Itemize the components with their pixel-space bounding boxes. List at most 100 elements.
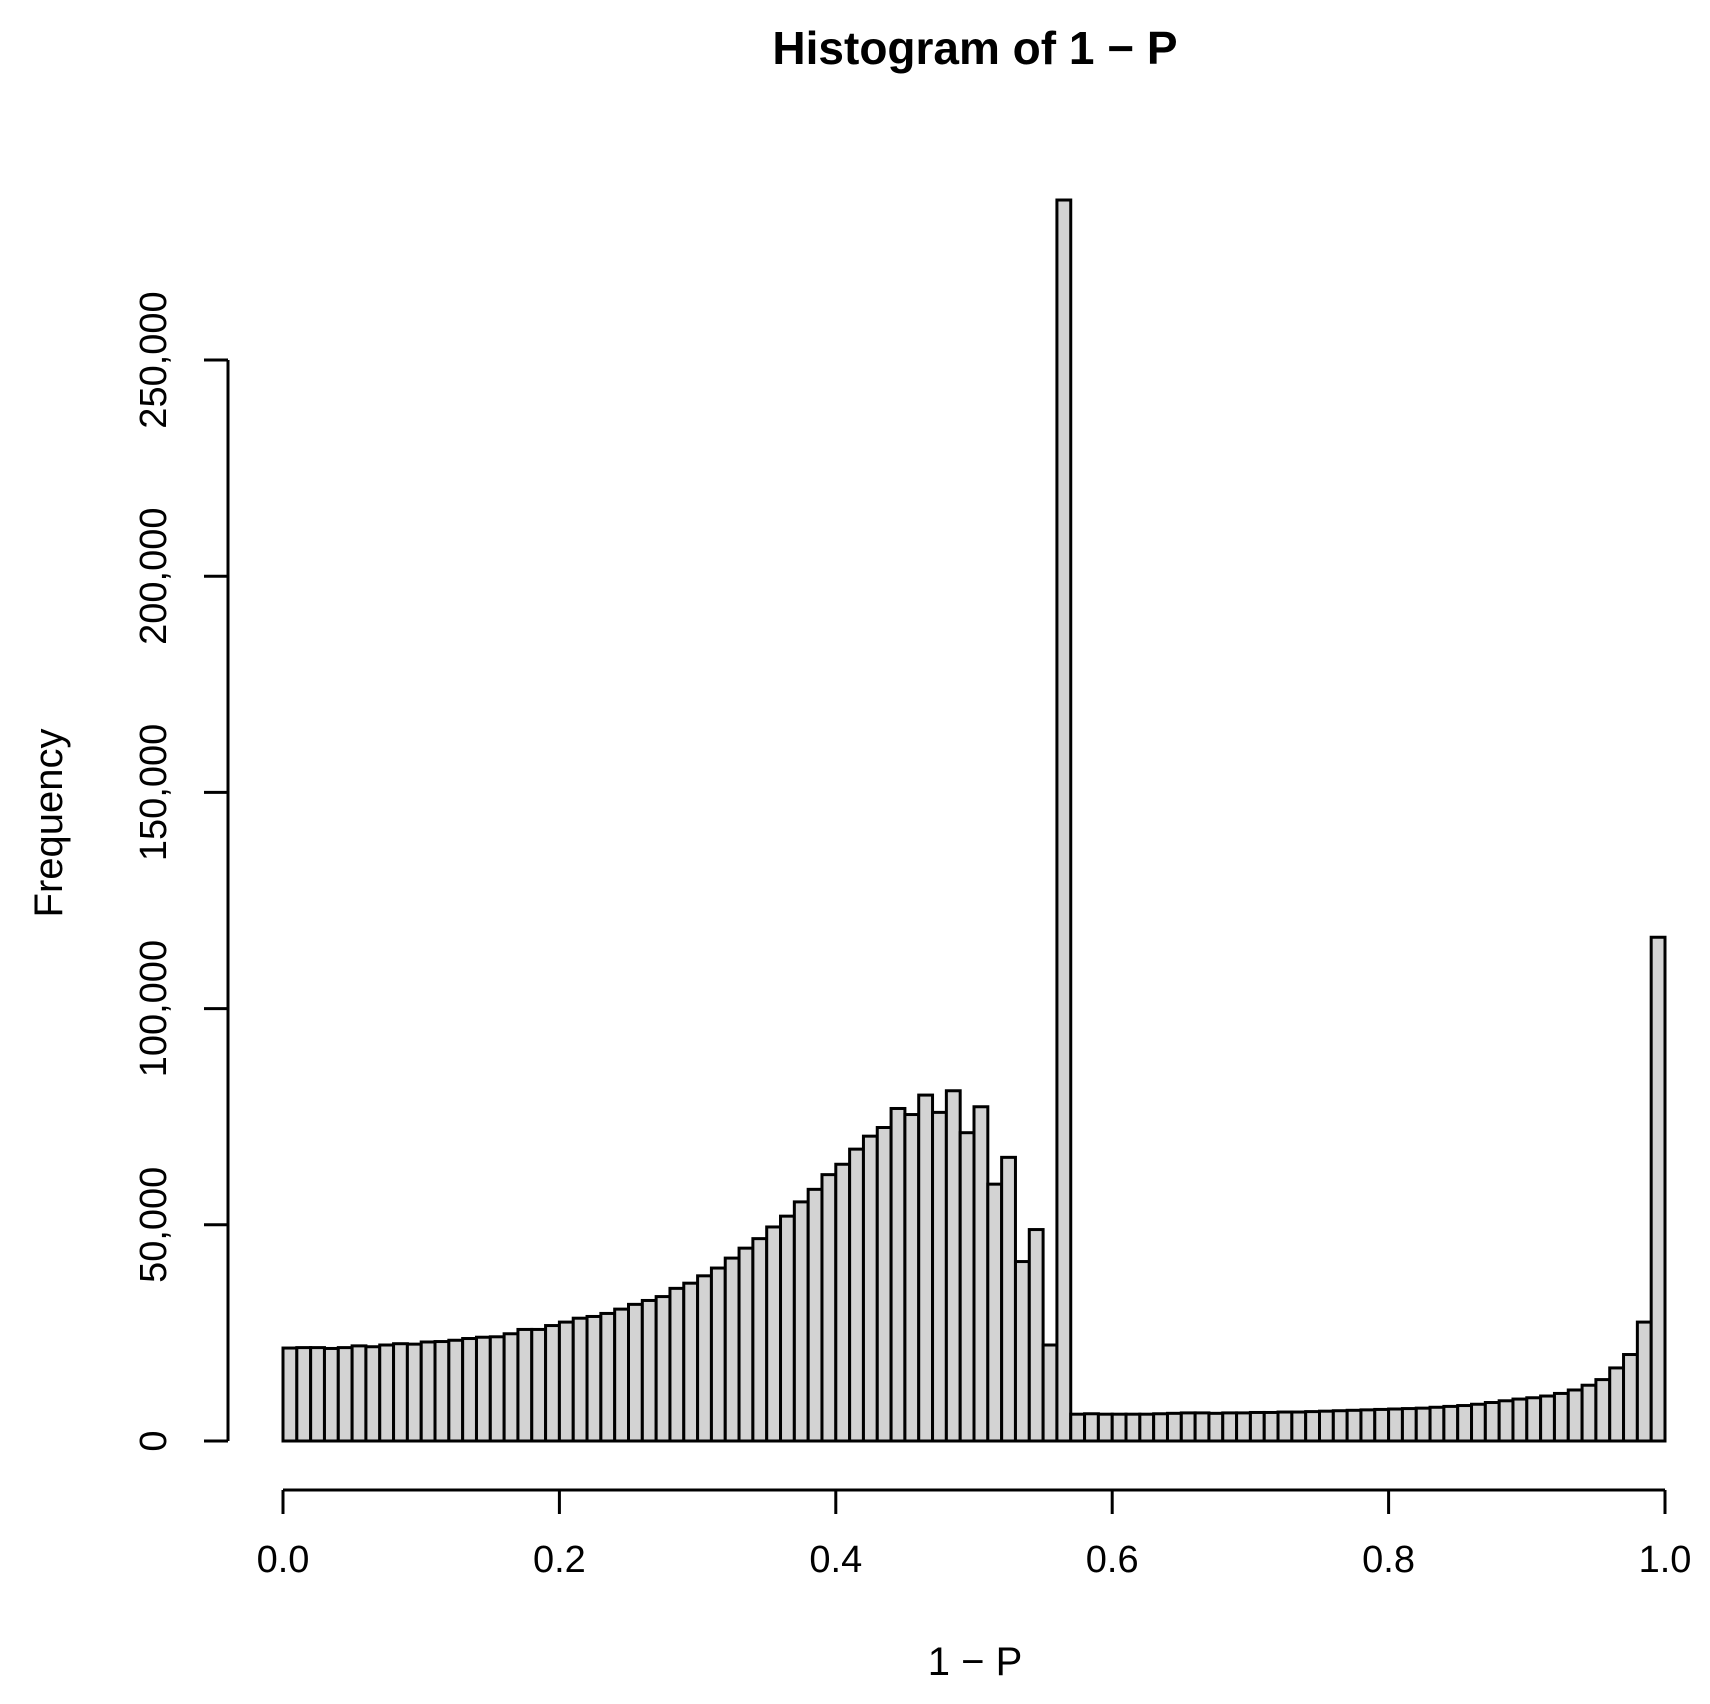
- histogram-bar: [640, 1298, 658, 1443]
- histogram-bar: [1124, 1412, 1142, 1443]
- histogram-bar: [1318, 1409, 1335, 1443]
- histogram-bar: [723, 1256, 741, 1443]
- histogram-bar: [1594, 1378, 1612, 1443]
- histogram-bar: [1373, 1407, 1391, 1443]
- y-tick-label: 50,000: [133, 1167, 175, 1283]
- histogram-bar: [1497, 1399, 1515, 1443]
- histogram-bar: [1525, 1396, 1543, 1443]
- y-tick-label: 0: [133, 1430, 175, 1451]
- histogram-bar: [585, 1314, 603, 1443]
- histogram-bar: [405, 1342, 423, 1443]
- histogram-bar: [1193, 1411, 1211, 1443]
- histogram-bar: [820, 1173, 838, 1443]
- histogram-bar: [1622, 1353, 1639, 1443]
- x-axis: 0.0 0.2 0.4 0.6 0.8 1.0: [257, 1488, 1692, 1581]
- y-tick-label: 200,000: [133, 508, 175, 645]
- histogram-bar: [1566, 1388, 1584, 1443]
- histogram-bar: [779, 1214, 796, 1443]
- histogram-bar: [1428, 1405, 1446, 1443]
- histogram-bar: [848, 1147, 865, 1443]
- histogram-bar: [861, 1134, 879, 1443]
- bars-group: [281, 198, 1667, 1443]
- histogram-bar: [1511, 1397, 1529, 1443]
- histogram-bar: [1248, 1410, 1266, 1443]
- histogram-bar: [1442, 1404, 1460, 1443]
- histogram-bar: [1110, 1412, 1128, 1443]
- histogram-bar: [530, 1327, 548, 1443]
- y-axis: 0 50,000 100,000 150,000 200,000 250,000: [133, 291, 230, 1452]
- x-tick-label: 0.4: [809, 1539, 862, 1581]
- histogram-bar: [613, 1307, 630, 1443]
- histogram-bar: [392, 1342, 409, 1443]
- histogram-bar: [322, 1346, 340, 1443]
- histogram-bar: [1027, 1228, 1045, 1443]
- histogram-bar: [1152, 1412, 1169, 1443]
- histogram-bar: [557, 1320, 575, 1443]
- histogram-bar: [544, 1324, 561, 1443]
- histogram-bar: [986, 1182, 1004, 1443]
- y-axis-title: Frequency: [27, 729, 71, 918]
- x-tick-label: 0.0: [257, 1539, 310, 1581]
- histogram-bar: [1539, 1394, 1556, 1443]
- histogram-bar: [1235, 1411, 1252, 1443]
- histogram-bar: [281, 1346, 299, 1443]
- histogram-bar: [682, 1281, 700, 1443]
- x-tick-label: 0.8: [1362, 1539, 1415, 1581]
- histogram-bar: [350, 1344, 368, 1443]
- y-tick-label: 250,000: [133, 291, 175, 428]
- histogram-bar: [1400, 1407, 1418, 1443]
- histogram-bar: [834, 1162, 852, 1443]
- histogram-bar: [668, 1286, 686, 1443]
- histogram-bar: [1387, 1407, 1404, 1443]
- histogram-bar: [1470, 1402, 1487, 1443]
- histogram-bar: [944, 1089, 962, 1443]
- histogram-bar: [1179, 1411, 1197, 1443]
- histogram-bar: [1041, 1343, 1059, 1443]
- histogram-bar: [709, 1266, 727, 1443]
- histogram-bar: [502, 1332, 520, 1443]
- histogram-bar: [1165, 1411, 1183, 1443]
- histogram-bar: [447, 1338, 465, 1443]
- histogram-bar: [917, 1093, 935, 1443]
- histogram-bar: [889, 1106, 907, 1443]
- histogram-bar: [599, 1311, 617, 1443]
- histogram-bar: [1013, 1260, 1031, 1443]
- histogram-bar: [1083, 1412, 1100, 1443]
- histogram-bar: [1207, 1411, 1225, 1443]
- histogram-bar: [931, 1110, 948, 1443]
- histogram-bar: [751, 1237, 769, 1443]
- histogram-bar: [295, 1346, 313, 1443]
- histogram-bar: [696, 1274, 713, 1443]
- histogram-bar: [654, 1295, 672, 1443]
- histogram-bar: [1221, 1411, 1239, 1443]
- histogram-bar: [1069, 1412, 1087, 1443]
- histogram-bar: [419, 1340, 437, 1443]
- y-tick-label: 100,000: [133, 940, 175, 1077]
- histogram-bar: [1580, 1383, 1598, 1443]
- histogram-bar: [1359, 1408, 1377, 1443]
- histogram-bar: [903, 1113, 921, 1443]
- histogram-bar: [364, 1345, 382, 1443]
- x-tick-label: 1.0: [1639, 1539, 1692, 1581]
- histogram-bar: [1000, 1155, 1017, 1443]
- histogram-bar: [806, 1187, 824, 1443]
- x-axis-title: 1 − P: [928, 1640, 1023, 1684]
- histogram-bar: [1276, 1410, 1294, 1443]
- histogram-bar: [1552, 1391, 1570, 1443]
- histogram-bar: [1290, 1410, 1308, 1443]
- histogram-bar: [627, 1302, 644, 1443]
- histogram-bar: [765, 1225, 783, 1443]
- x-tick-label: 0.2: [533, 1539, 586, 1581]
- histogram-bar: [1483, 1401, 1501, 1443]
- histogram-bar: [433, 1340, 451, 1443]
- histogram-bar: [461, 1337, 478, 1443]
- histogram-bar: [1635, 1320, 1653, 1443]
- histogram-bar: [1138, 1412, 1156, 1443]
- histogram-bar: [737, 1246, 755, 1443]
- histogram-bar: [972, 1105, 990, 1443]
- histogram-bar: [1456, 1404, 1474, 1443]
- histogram-bar: [1331, 1409, 1349, 1443]
- histogram-bar: [309, 1346, 326, 1443]
- histogram-bar: [1345, 1408, 1363, 1443]
- histogram-bar: [792, 1200, 810, 1443]
